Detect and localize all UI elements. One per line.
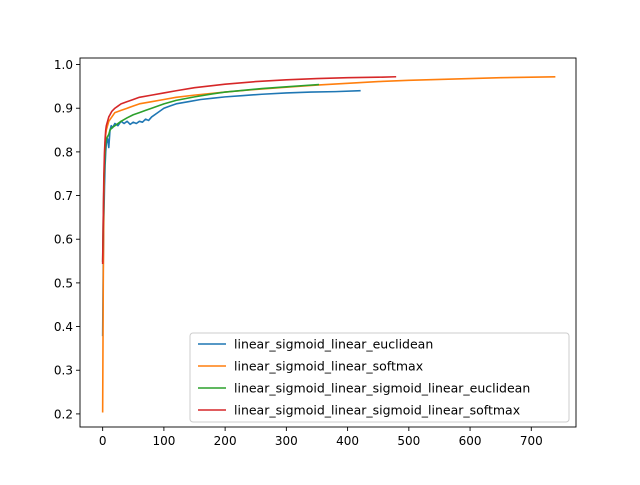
- legend-label-0: linear_sigmoid_linear_euclidean: [234, 337, 433, 352]
- x-tick-label: 300: [275, 434, 298, 448]
- series-line-3: [101, 75, 397, 265]
- y-tick-label: 1.0: [54, 58, 73, 72]
- legend-label-2: linear_sigmoid_linear_sigmoid_linear_euc…: [234, 381, 530, 396]
- x-tick-label: 0: [99, 434, 107, 448]
- y-tick-label: 0.6: [54, 233, 73, 247]
- series-layer: [101, 75, 556, 413]
- x-tick-label: 400: [336, 434, 359, 448]
- legend-label-3: linear_sigmoid_linear_sigmoid_linear_sof…: [234, 403, 520, 418]
- y-tick-label: 0.5: [54, 276, 73, 290]
- x-tick-label: 100: [152, 434, 175, 448]
- x-tick-label: 700: [520, 434, 543, 448]
- x-tick-label: 600: [459, 434, 482, 448]
- y-tick-label: 0.8: [54, 145, 73, 159]
- y-tick-label: 0.9: [54, 102, 73, 116]
- y-tick-label: 0.3: [54, 364, 73, 378]
- series-line-0: [101, 89, 361, 337]
- legend: linear_sigmoid_linear_euclidean linear_si…: [189, 332, 570, 423]
- series-line-2: [101, 83, 320, 262]
- x-tick-label: 200: [214, 434, 237, 448]
- y-tick-label: 0.4: [54, 320, 73, 334]
- plot-frame: [79, 57, 577, 428]
- axes-layer: 0 100 200 300 400 500 600 700 0.2 0.3 0.4 0.5 0.6 0.7…: [54, 57, 577, 448]
- x-tick-label: 500: [397, 434, 420, 448]
- legend-box: [189, 332, 570, 423]
- y-tick-label: 0.2: [54, 407, 73, 421]
- legend-label-1: linear_sigmoid_linear_softmax: [234, 359, 423, 374]
- y-tick-label: 0.7: [54, 189, 73, 203]
